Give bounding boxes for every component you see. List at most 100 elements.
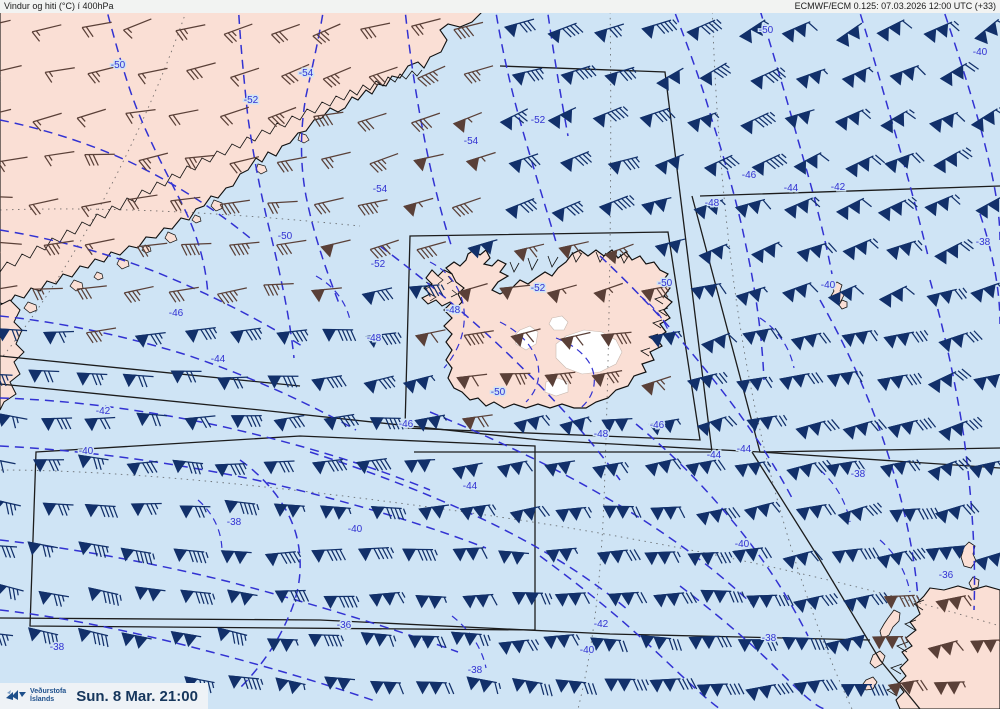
wind-barb: [275, 677, 306, 695]
wind-barb: [840, 683, 889, 698]
wind-barb: [607, 156, 640, 175]
wind-barb: [547, 22, 584, 44]
isotherm-label-halo: -50: [658, 278, 673, 289]
wind-barb: [511, 678, 553, 697]
isotherm-label-halo: -54: [299, 68, 314, 79]
wind-barb: [974, 18, 1000, 45]
wind-barb: [451, 197, 481, 217]
wind-barb: [137, 67, 168, 85]
wind-barb: [463, 65, 494, 84]
isotherm-label: -54: [299, 68, 314, 79]
wind-barb: [685, 459, 726, 477]
isotherm-label-halo: -40: [79, 446, 94, 457]
wind-barb: [0, 328, 28, 342]
isotherm-label: -46: [399, 419, 414, 430]
wind-barb: [686, 371, 728, 392]
wind-barb: [878, 285, 915, 308]
wind-barb: [87, 65, 118, 84]
wind-barb: [125, 109, 156, 124]
wind-barb: [0, 65, 22, 83]
wind-barb: [228, 675, 264, 691]
wind-barb: [76, 285, 107, 300]
wind-barb: [369, 152, 399, 173]
wind-barb: [933, 681, 966, 696]
wind-barb: [834, 108, 872, 131]
isotherm-label-halo: -38: [851, 469, 866, 480]
wind-barb: [884, 152, 925, 174]
wind-barb: [136, 242, 168, 258]
wind-barb: [313, 111, 344, 128]
wind-barb: [560, 65, 597, 86]
wind-barb: [0, 285, 18, 292]
isotherm-label-halo: -44: [211, 354, 226, 365]
wind-barb: [641, 196, 672, 216]
wind-barb: [511, 592, 553, 606]
wind-barb: [551, 200, 584, 223]
wind-barbs: [0, 18, 1000, 702]
wind-barb: [876, 372, 923, 392]
wind-barb: [593, 282, 624, 303]
wind-barb: [271, 23, 300, 44]
wind-barb: [699, 62, 732, 86]
wind-barb: [560, 331, 591, 350]
wind-barb: [644, 458, 682, 477]
wind-barb: [402, 548, 438, 562]
wind-barb: [604, 66, 637, 87]
wind-barb: [138, 152, 169, 171]
wind-barb: [310, 287, 342, 303]
wind-barb: [462, 593, 498, 609]
wind-barb: [77, 454, 109, 470]
wind-barb: [27, 541, 58, 558]
wind-barb: [887, 417, 937, 439]
wind-barb: [229, 156, 260, 174]
vedurstofa-arrow-icon: [6, 690, 26, 700]
isotherm-label: -52: [531, 283, 546, 294]
footer-bar: Veðurstofa Íslands Sun. 8 Mar. 21:00: [0, 683, 208, 709]
wind-barb: [229, 327, 263, 344]
wind-barb: [84, 416, 116, 432]
wind-barb: [687, 112, 720, 133]
isotherm-label-halo: -54: [464, 136, 479, 147]
wind-barb: [216, 287, 247, 305]
wind-barb: [451, 462, 483, 480]
wind-barb: [368, 591, 406, 607]
wind-barb: [263, 460, 295, 475]
iceland-east-fjords: [640, 295, 669, 357]
wind-barb: [219, 199, 250, 216]
wind-barb: [883, 329, 929, 349]
wind-barb: [184, 327, 218, 343]
wind-barb: [267, 200, 298, 215]
wind-barb: [312, 23, 341, 45]
wind-barb: [751, 241, 783, 264]
model-run-label: ECMWF/ECM 0.125: 07.03.2026 12:00 UTC (+…: [794, 1, 996, 11]
wind-barb: [175, 24, 206, 41]
wind-barb: [831, 547, 880, 564]
isotherm-label-halo: -50: [111, 60, 126, 71]
wind-barb: [649, 330, 683, 348]
wind-barb: [263, 282, 294, 297]
wind-barb: [170, 630, 202, 648]
wind-barb: [0, 631, 14, 647]
wind-barb: [313, 197, 344, 215]
wind-barb: [496, 460, 533, 478]
wind-barb: [835, 22, 863, 47]
wind-barb: [592, 461, 629, 479]
wind-barb: [938, 416, 983, 442]
wind-barb: [513, 414, 551, 434]
wind-barb: [467, 239, 498, 259]
isotherm-label-halo: -50: [491, 387, 506, 398]
wind-barb: [591, 370, 623, 387]
isotherm-label-halo: -38: [976, 237, 991, 248]
isotherm-label: -52: [244, 95, 259, 106]
wind-barb: [415, 595, 448, 609]
vedurstofa-islands-logo[interactable]: Veðurstofa Íslands: [0, 686, 66, 706]
wind-barb: [886, 240, 923, 261]
wind-barb: [700, 332, 738, 354]
wind-barb: [887, 679, 928, 697]
wind-barb: [546, 284, 577, 304]
wind-barb: [970, 282, 1000, 303]
wind-barb: [736, 376, 773, 394]
isotherm-label-halo: -48: [446, 305, 461, 316]
